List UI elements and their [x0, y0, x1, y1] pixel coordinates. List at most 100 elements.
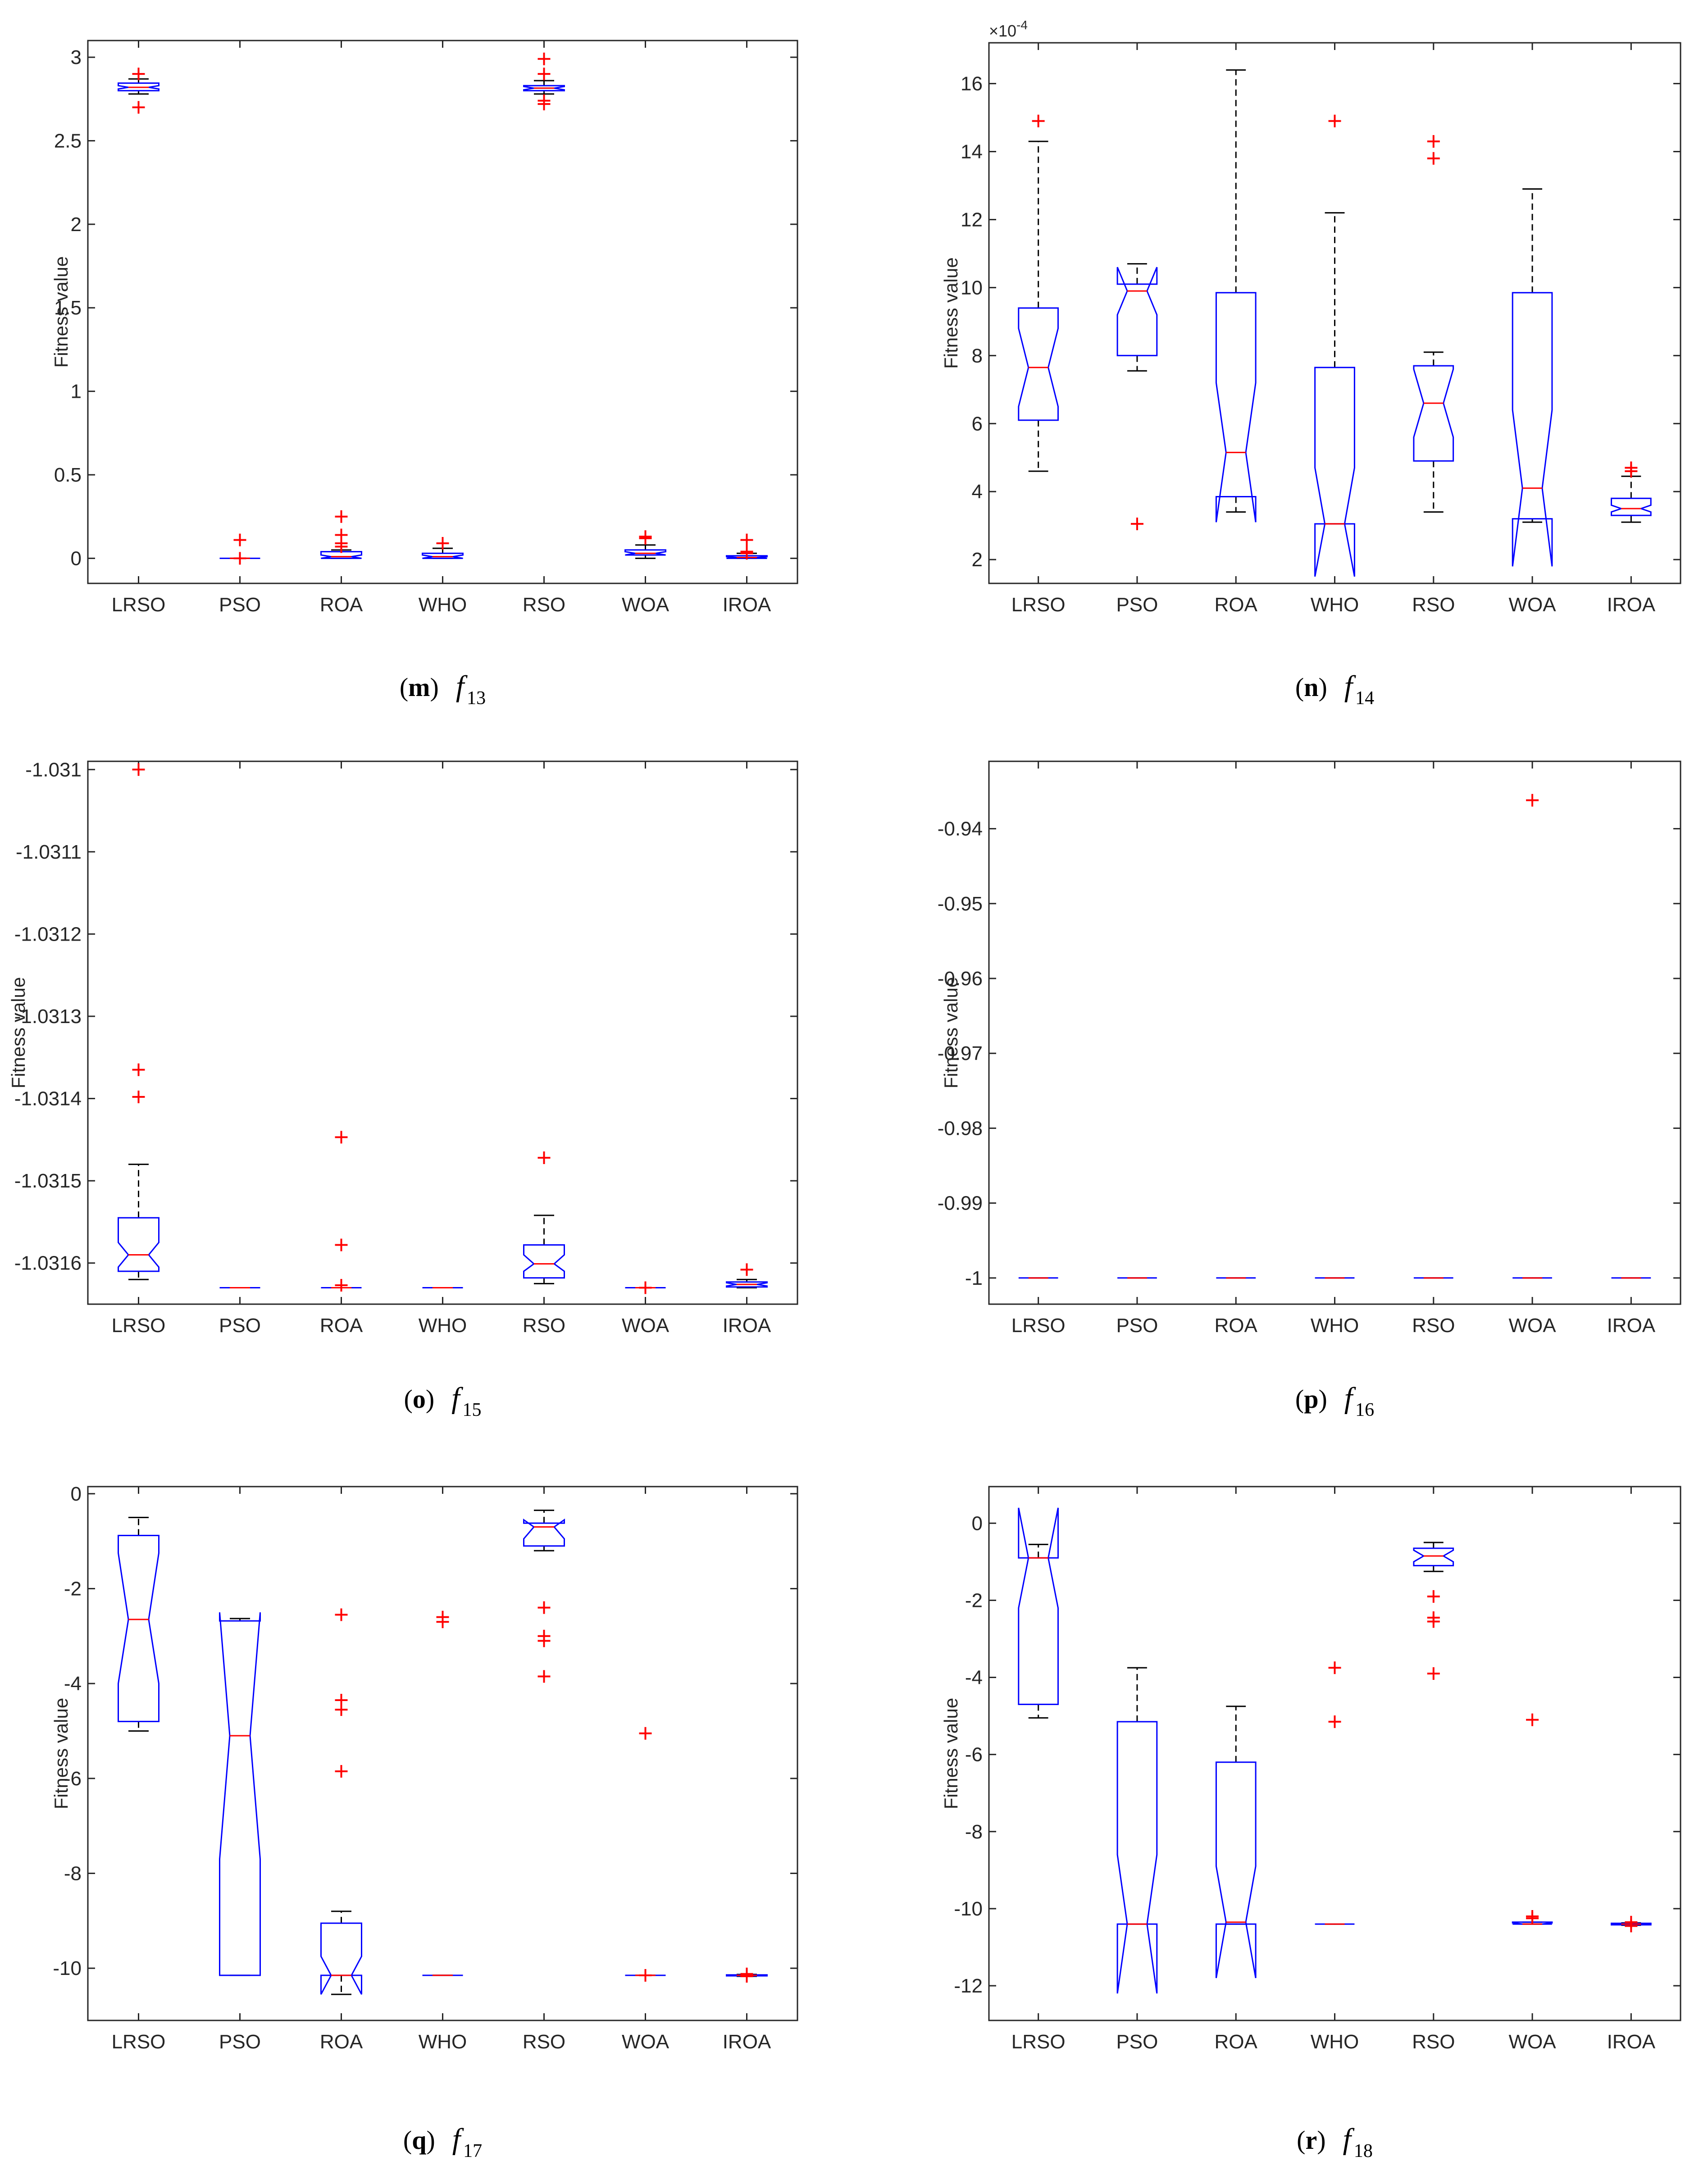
x-tick-label-roa: ROA	[1215, 1315, 1258, 1337]
outlier-marker	[335, 1131, 348, 1143]
outlier-marker	[132, 1064, 145, 1076]
caption-open-paren: (	[1295, 673, 1304, 702]
notched-box	[625, 550, 666, 555]
y-tick-label: -2	[965, 1589, 983, 1611]
x-tick-label-rso: RSO	[1412, 594, 1455, 616]
y-tick-label: -10	[53, 1957, 82, 1979]
x-tick-label-woa: WOA	[622, 1315, 670, 1337]
y-tick-label: 16	[961, 73, 983, 95]
x-tick-label-who: WHO	[419, 594, 467, 616]
box-roa	[321, 1131, 362, 1292]
notched-box	[321, 1923, 362, 1994]
outlier-marker	[1625, 461, 1637, 474]
notched-box	[1019, 308, 1058, 420]
x-tick-label-pso: PSO	[219, 1315, 261, 1337]
caption-open-paren: (	[400, 673, 408, 702]
caption-function-name: f	[1343, 2123, 1355, 2156]
outlier-marker	[1032, 115, 1045, 127]
box-pso	[1117, 1668, 1157, 1993]
outlier-marker	[132, 763, 145, 776]
outlier-marker	[538, 1601, 551, 1614]
x-tick-label-who: WHO	[419, 2031, 467, 2053]
outlier-marker	[132, 1091, 145, 1103]
outlier-marker	[1526, 1714, 1539, 1726]
x-tick-label-lrso: LRSO	[1011, 1315, 1066, 1337]
y-tick-label: -12	[954, 1975, 983, 1997]
outlier-marker	[538, 68, 551, 80]
box-woa	[625, 1281, 666, 1294]
box-who	[1315, 1661, 1355, 1924]
box-roa	[1216, 70, 1256, 522]
box-woa	[1512, 189, 1552, 567]
y-tick-label: -2	[64, 1578, 82, 1600]
caption-function-index: 14	[1355, 688, 1374, 709]
notched-box	[118, 1218, 159, 1271]
outlier-marker	[538, 94, 551, 107]
notched-box	[1117, 1722, 1157, 1993]
x-tick-label-lrso: LRSO	[1011, 2031, 1066, 2053]
outlier-marker	[335, 510, 348, 523]
caption-close-paren: )	[1317, 2125, 1325, 2155]
y-axis-label: Fitness value	[50, 256, 72, 368]
x-tick-label-who: WHO	[1311, 594, 1359, 616]
notched-box	[1414, 1548, 1453, 1566]
y-axis-label: Fitness value	[940, 257, 961, 368]
outlier-marker	[1427, 1590, 1440, 1603]
box-iroa	[1612, 1916, 1651, 1933]
y-tick-label: 1	[71, 381, 82, 403]
y-tick-label: -8	[965, 1821, 983, 1843]
y-tick-label: -0.99	[938, 1192, 983, 1215]
caption-panel-letter: r	[1305, 2125, 1317, 2155]
box-woa	[625, 1727, 666, 1982]
outlier-marker	[335, 1279, 348, 1292]
notched-box	[1216, 293, 1256, 522]
outlier-marker	[741, 1263, 753, 1276]
outlier-marker	[335, 1703, 348, 1716]
box-iroa	[1612, 461, 1651, 522]
y-exponent-power: -4	[1016, 18, 1028, 32]
caption-close-paren: )	[430, 673, 438, 702]
box-iroa	[727, 1968, 767, 1983]
x-tick-label-roa: ROA	[1215, 594, 1258, 616]
y-axis-label: Fitness value	[940, 1698, 961, 1809]
axes-frame	[88, 761, 797, 1304]
outlier-marker	[639, 1281, 652, 1294]
caption-open-paren: (	[404, 1384, 413, 1414]
y-tick-label: 2.5	[54, 130, 82, 152]
x-tick-label-lrso: LRSO	[112, 594, 166, 616]
caption-panel-letter: p	[1304, 1384, 1318, 1414]
box-roa	[1216, 1706, 1256, 1978]
caption-close-paren: )	[426, 2125, 435, 2155]
x-tick-label-who: WHO	[419, 1315, 467, 1337]
caption-panel-letter: o	[413, 1384, 426, 1414]
box-lrso	[118, 1517, 159, 1731]
caption-open-paren: (	[403, 2125, 412, 2155]
notched-box	[1414, 366, 1453, 461]
box-woa	[625, 530, 666, 558]
axes-frame	[88, 41, 797, 583]
outlier-marker	[1329, 1661, 1341, 1674]
panel-caption: (q) f 17	[403, 2123, 482, 2161]
box-rso	[524, 1151, 565, 1283]
caption-function-name: f	[451, 1382, 463, 1415]
outlier-marker	[741, 1970, 753, 1983]
outlier-marker	[335, 528, 348, 541]
caption-close-paren: )	[1318, 673, 1327, 702]
y-exponent-label: ×10-4	[989, 18, 1028, 40]
y-tick-label: 12	[961, 209, 983, 231]
outlier-marker	[538, 1151, 551, 1164]
x-tick-label-iroa: IROA	[1607, 594, 1656, 616]
x-tick-label-roa: ROA	[1215, 2031, 1258, 2053]
box-lrso	[118, 763, 159, 1279]
caption-open-paren: (	[1295, 1384, 1304, 1414]
x-tick-label-woa: WOA	[1509, 594, 1557, 616]
x-tick-label-woa: WOA	[622, 594, 670, 616]
box-rso	[524, 1510, 565, 1683]
panel-caption: (m) f 13	[400, 670, 486, 709]
caption-function-name: f	[1344, 670, 1356, 703]
panel-caption: (p) f 16	[1295, 1382, 1374, 1420]
outlier-marker	[234, 552, 246, 564]
y-tick-label: 0	[71, 547, 82, 569]
box-who	[423, 537, 463, 558]
caption-panel-letter: n	[1304, 673, 1318, 702]
